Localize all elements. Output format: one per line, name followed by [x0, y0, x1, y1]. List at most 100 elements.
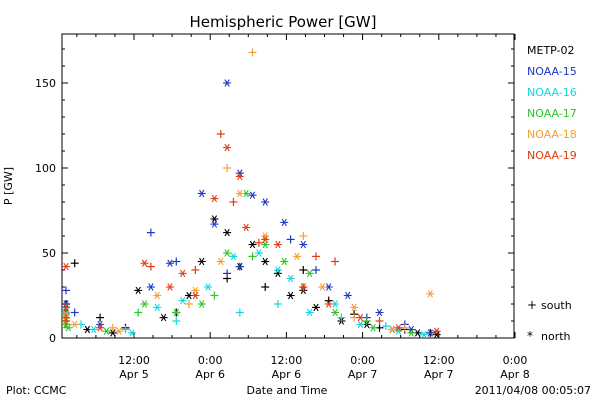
data-point-south	[362, 317, 371, 325]
data-point-north	[235, 189, 244, 198]
x-tick-label-time: 0:00	[503, 354, 528, 367]
data-point-north	[134, 286, 143, 295]
x-tick-label-time: 12:00	[118, 354, 150, 367]
data-point-north	[407, 325, 416, 334]
data-point-south	[381, 322, 390, 331]
data-point-north	[178, 269, 187, 278]
data-point-north	[242, 223, 251, 232]
data-point-south	[312, 266, 320, 274]
x-tick-label-date: Apr 7	[424, 368, 454, 381]
data-point-north	[432, 330, 441, 339]
data-point-south	[62, 313, 70, 322]
data-point-north	[197, 300, 206, 308]
data-point-south	[96, 313, 105, 322]
y-tick-label: 50	[42, 247, 56, 260]
data-point-south	[299, 232, 308, 240]
marker-legend-label: north	[541, 330, 571, 343]
data-point-south	[286, 235, 295, 244]
data-point-south	[62, 286, 70, 295]
y-tick-label: 100	[35, 162, 56, 175]
data-point-north	[197, 257, 206, 266]
data-point-north	[235, 169, 244, 177]
data-point-south	[235, 262, 244, 271]
x-tick-label-time: 0:00	[198, 354, 223, 367]
data-point-north	[261, 232, 270, 240]
data-point-south	[299, 266, 308, 274]
data-point-north	[369, 324, 378, 332]
data-point-south	[273, 300, 282, 308]
data-point-north	[394, 327, 403, 335]
data-point-north	[350, 303, 359, 312]
data-point-north	[191, 286, 200, 295]
data-point-north	[426, 290, 435, 298]
data-point-south	[229, 198, 238, 206]
data-point-north	[96, 324, 105, 332]
data-point-south	[134, 308, 143, 317]
data-point-north	[286, 291, 295, 300]
data-point-north	[165, 283, 174, 291]
data-point-south	[146, 262, 155, 271]
data-point-north	[235, 172, 244, 181]
data-point-north	[407, 329, 416, 337]
data-point-south	[172, 317, 181, 325]
x-tick-label-time: 12:00	[271, 354, 303, 367]
data-point-north	[64, 324, 73, 332]
data-point-south	[185, 300, 193, 308]
data-point-south	[172, 257, 181, 266]
data-point-south	[223, 269, 232, 278]
data-point-north	[254, 249, 263, 257]
data-point-north	[375, 308, 384, 317]
data-point-north	[127, 329, 136, 337]
data-point-north	[324, 300, 333, 308]
data-point-north	[331, 308, 340, 317]
data-point-south	[191, 266, 200, 274]
data-point-north	[248, 191, 257, 199]
data-point-south	[337, 313, 346, 322]
data-point-north	[394, 324, 403, 332]
data-point-north	[153, 303, 162, 312]
data-point-north	[70, 320, 79, 329]
data-point-north	[248, 240, 257, 249]
data-point-north	[356, 313, 365, 322]
data-point-north	[223, 79, 232, 87]
series-legend: METP-02 NOAA-15 NOAA-16 NOAA-17 NOAA-18 NOAA-…	[527, 44, 577, 162]
data-point-north	[261, 257, 270, 266]
data-point-north	[280, 218, 289, 227]
legend-entry: NOAA-18	[527, 128, 577, 141]
data-point-north	[140, 259, 149, 267]
y-axis: 0 50 100 150	[35, 48, 514, 345]
data-point-north	[102, 327, 111, 335]
data-point-north	[140, 300, 149, 308]
data-point-south	[331, 257, 340, 266]
data-point-north	[210, 215, 219, 223]
footer-left: Plot: CCMC	[6, 384, 67, 397]
data-point-south	[70, 259, 79, 268]
data-point-north	[62, 262, 70, 271]
legend-entry: NOAA-16	[527, 86, 577, 99]
data-point-north	[210, 220, 219, 228]
data-point-north	[165, 259, 174, 267]
data-point-north	[204, 283, 213, 291]
data-point-north	[153, 291, 162, 300]
data-point-north	[197, 189, 206, 198]
data-point-south	[312, 252, 320, 261]
data-point-south	[248, 252, 257, 261]
data-point-north	[280, 257, 289, 266]
data-point-north	[419, 330, 428, 339]
data-point-north	[312, 303, 320, 312]
x-tick-label-time: 0:00	[350, 354, 375, 367]
data-point-south	[248, 48, 257, 57]
data-point-north	[305, 308, 314, 317]
marker-legend-symbol: +	[527, 298, 537, 312]
data-point-north	[115, 327, 124, 335]
chart-title: Hemispheric Power [GW]	[190, 13, 377, 31]
data-point-north	[216, 257, 225, 266]
data-point-north	[273, 240, 282, 249]
data-point-north	[89, 325, 98, 334]
data-point-north	[261, 240, 270, 249]
x-tick-label-date: Apr 5	[119, 368, 149, 381]
data-point-north	[159, 313, 168, 322]
data-point-south	[121, 325, 130, 334]
